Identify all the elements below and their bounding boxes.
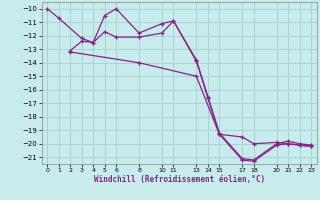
X-axis label: Windchill (Refroidissement éolien,°C): Windchill (Refroidissement éolien,°C) [94, 175, 265, 184]
